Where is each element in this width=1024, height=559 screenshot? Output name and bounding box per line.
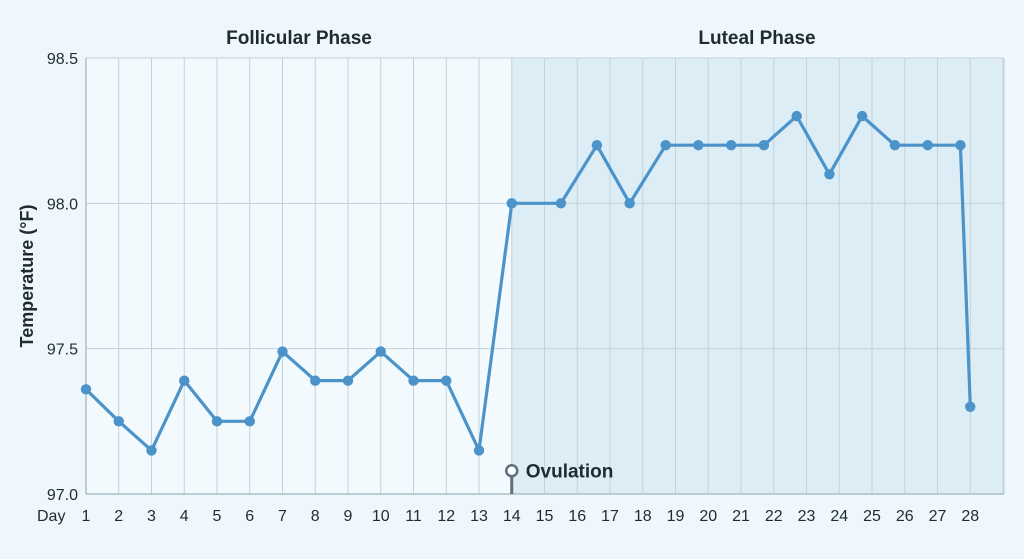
data-point (725, 140, 737, 151)
x-tick-label: 14 (503, 508, 521, 525)
x-tick-label: 16 (568, 508, 586, 525)
data-point (624, 198, 635, 209)
data-point (211, 416, 223, 427)
ovulation-label: Ovulation (526, 462, 614, 483)
data-point (889, 140, 901, 151)
y-tick-label: 98.0 (47, 196, 78, 213)
series-line (84, 114, 972, 452)
x-tick-label: 6 (245, 508, 254, 525)
phase-band-1 (86, 58, 512, 494)
x-tick-label: 26 (896, 508, 914, 525)
x-axis-title: Day (37, 508, 65, 525)
data-point (408, 375, 419, 386)
y-tick-labels: 97.0 97.5 98.0 98.5 (47, 51, 78, 504)
x-tick-label: 27 (929, 508, 947, 525)
data-point (758, 140, 770, 151)
data-point (856, 110, 868, 122)
x-tick-label: 2 (114, 508, 123, 525)
x-tick-labels: 1 2 3 4 5 6 7 8 9 10 11 12 13 14 15 16 17 18 19 20 21 22 23 24 2… (82, 508, 980, 525)
ovulation-marker-icon (505, 463, 519, 478)
phase-label: Follicular Phase (226, 28, 372, 49)
x-tick-label: 22 (765, 508, 783, 525)
annotations: Ovulation (505, 462, 614, 494)
data-point (179, 375, 190, 386)
temperature-series (80, 110, 976, 456)
x-tick-label: 23 (798, 508, 816, 525)
data-point (277, 346, 288, 357)
y-tick-label: 98.5 (47, 51, 78, 68)
phase-label: Luteal Phase (698, 28, 815, 49)
data-point (506, 198, 517, 209)
x-tick-label: 3 (147, 508, 156, 525)
x-tick-label: 10 (372, 508, 390, 525)
data-point (146, 445, 157, 456)
y-tick-label: 97.5 (47, 342, 78, 359)
data-point (555, 198, 567, 209)
data-point (244, 416, 255, 427)
data-point (473, 445, 485, 456)
data-point (693, 140, 704, 151)
data-point (591, 140, 603, 151)
x-tick-label: 24 (830, 508, 848, 525)
x-tick-label: 4 (180, 508, 189, 525)
x-tick-label: 11 (405, 508, 422, 525)
x-tick-label: 19 (667, 508, 685, 525)
x-tick-label: 12 (437, 508, 455, 525)
x-tick-label: 17 (601, 508, 619, 525)
x-tick-label: 15 (536, 508, 554, 525)
y-axis-title: Temperature (°F) (17, 205, 37, 348)
phase-band-2 (511, 58, 1004, 494)
x-tick-label: 9 (344, 508, 353, 525)
data-point (824, 169, 835, 180)
data-point (660, 140, 671, 151)
data-point (965, 401, 976, 412)
x-tick-label: 18 (634, 508, 652, 525)
data-point (310, 375, 321, 386)
x-tick-label: 13 (470, 508, 488, 525)
data-point (955, 140, 966, 151)
x-tick-label: 5 (213, 508, 222, 525)
x-tick-label: 7 (278, 508, 287, 525)
phase-labels: Follicular Phase Luteal Phase (226, 28, 815, 49)
data-point (342, 375, 354, 386)
data-point (113, 416, 124, 427)
data-point (791, 110, 802, 122)
data-point (80, 384, 92, 395)
x-tick-label: 25 (863, 508, 881, 525)
x-tick-label: 20 (699, 508, 717, 525)
data-point (375, 346, 386, 357)
phase-bands (86, 58, 1004, 494)
data-point (441, 375, 452, 386)
x-tick-label: 1 (82, 508, 91, 525)
x-tick-label: 21 (732, 508, 750, 525)
data-point (922, 140, 933, 151)
y-tick-label: 97.0 (47, 487, 78, 504)
vertical-gridlines (85, 58, 1005, 494)
x-tick-label: 28 (961, 508, 979, 525)
x-tick-label: 8 (311, 508, 320, 525)
